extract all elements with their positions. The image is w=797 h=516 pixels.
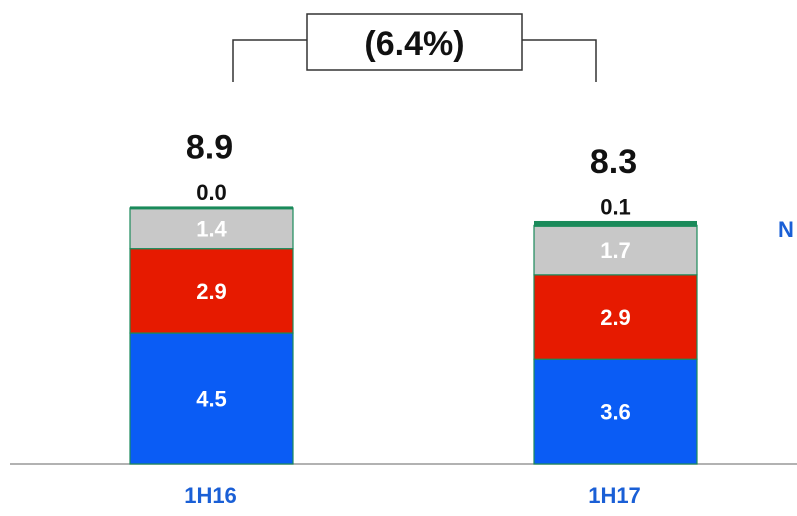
bar-segment-1H17-2 bbox=[533, 224, 698, 276]
bar-segment-label-1H16-0: 4.5 bbox=[196, 387, 227, 412]
bar-total-label-1H17: 8.3 bbox=[590, 143, 637, 181]
bar-total-label-1H16: 8.9 bbox=[186, 128, 233, 166]
bar-segment-1H17-0 bbox=[533, 358, 698, 465]
bar-segment-1H16-3 bbox=[130, 206, 293, 210]
bar-segment-label-1H17-3: 0.1 bbox=[600, 194, 631, 219]
bar-segment-label-1H16-1: 2.9 bbox=[196, 279, 227, 304]
bar-segment-label-1H16-3: 0.0 bbox=[196, 180, 227, 205]
change-label: (6.4%) bbox=[364, 25, 464, 63]
category-label-1H17: 1H17 bbox=[588, 483, 641, 508]
bar-segment-label-1H17-1: 2.9 bbox=[600, 305, 631, 330]
bar-segment-1H17-3 bbox=[534, 220, 697, 227]
bar-segment-label-1H17-0: 3.6 bbox=[600, 400, 631, 425]
bar-segment-1H17-1 bbox=[533, 274, 698, 360]
category-label-1H16: 1H16 bbox=[184, 483, 237, 508]
bars-group: 4.5 2.9 1.4 0.0 8.9 1H16 3.6 2.9 1.7 0.1 8.3 1H17 bbox=[129, 128, 698, 508]
change-bracket: (6.4%) bbox=[232, 13, 597, 82]
bracket-right-arm bbox=[522, 39, 597, 82]
bar-segment-1H16-1 bbox=[129, 248, 294, 334]
bar-segment-1H16-0 bbox=[129, 332, 294, 465]
legend-fragment-label: N bbox=[778, 217, 794, 242]
change-label-box bbox=[306, 13, 523, 71]
bar-segment-label-1H16-2: 1.4 bbox=[196, 216, 227, 241]
bar-segment-label-1H17-2: 1.7 bbox=[600, 238, 631, 263]
bracket-left-arm bbox=[232, 39, 307, 82]
